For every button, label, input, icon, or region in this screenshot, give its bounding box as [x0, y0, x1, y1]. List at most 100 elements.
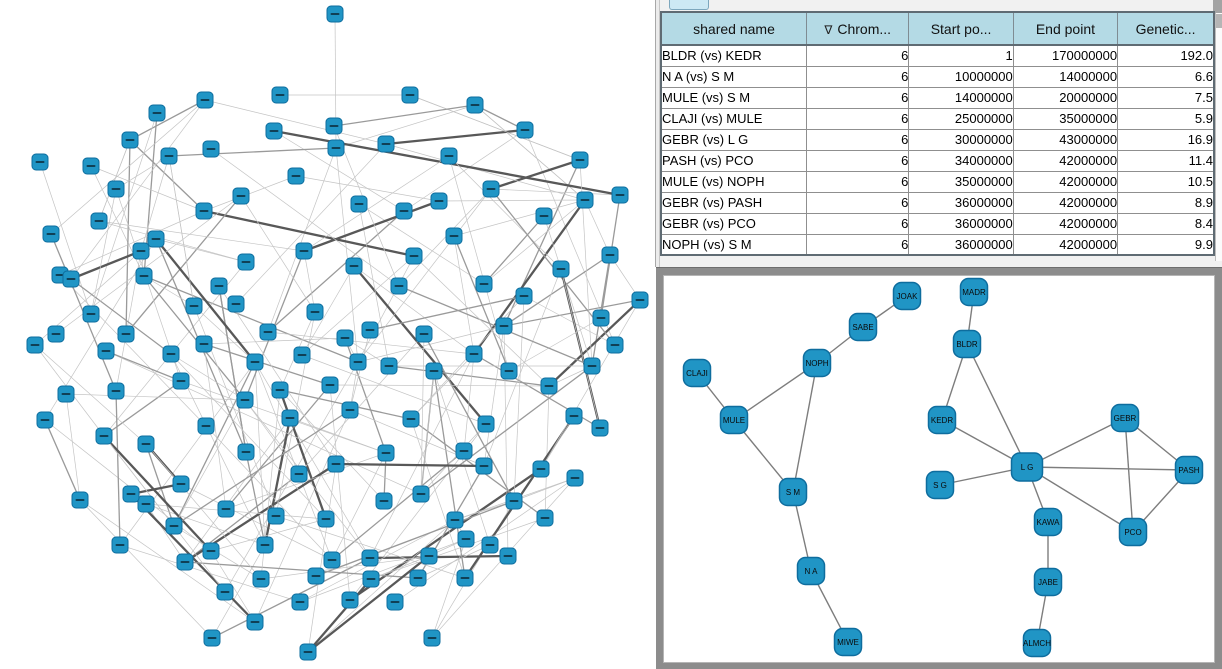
table-cell[interactable]: 6: [806, 191, 910, 214]
node-SG[interactable]: S G: [925, 470, 955, 500]
network-node[interactable]: [57, 385, 75, 403]
column-header-end-point[interactable]: End point: [1012, 11, 1119, 46]
network-node[interactable]: [271, 381, 289, 399]
network-node[interactable]: [107, 382, 125, 400]
overview-network-panel[interactable]: [0, 0, 655, 669]
network-node[interactable]: [583, 357, 601, 375]
network-node[interactable]: [325, 117, 343, 135]
node-LG[interactable]: L G: [1010, 452, 1044, 482]
network-node[interactable]: [137, 435, 155, 453]
table-cell[interactable]: 6: [806, 128, 910, 151]
network-node[interactable]: [336, 329, 354, 347]
network-node[interactable]: [147, 230, 165, 248]
table-cell[interactable]: GEBR (vs) PCO: [660, 212, 808, 235]
table-cell[interactable]: 25000000: [908, 107, 1014, 130]
table-cell[interactable]: 8.4: [1117, 212, 1215, 235]
network-node[interactable]: [423, 629, 441, 647]
network-node[interactable]: [82, 157, 100, 175]
table-scrollbar-thumb[interactable]: [1216, 14, 1222, 28]
network-node[interactable]: [445, 227, 463, 245]
network-node[interactable]: [267, 507, 285, 525]
network-node[interactable]: [172, 475, 190, 493]
network-node[interactable]: [26, 336, 44, 354]
network-node[interactable]: [291, 593, 309, 611]
detail-network-svg[interactable]: JOAK SABE NOPH CLAJI MULE S M N A MIWE MADR BLDR K…: [664, 276, 1215, 663]
table-cell[interactable]: 6: [806, 149, 910, 172]
network-node[interactable]: [566, 469, 584, 487]
table-cell[interactable]: BLDR (vs) KEDR: [660, 44, 808, 67]
network-node[interactable]: [317, 510, 335, 528]
column-header-shared-name[interactable]: shared name: [660, 11, 808, 46]
network-node[interactable]: [499, 547, 517, 565]
network-node[interactable]: [601, 246, 619, 264]
node-KEDR[interactable]: KEDR: [927, 405, 957, 435]
table-cell[interactable]: 42000000: [1012, 170, 1119, 193]
network-node[interactable]: [505, 492, 523, 510]
network-node[interactable]: [535, 207, 553, 225]
network-node[interactable]: [148, 104, 166, 122]
table-cell[interactable]: 5.9: [1117, 107, 1215, 130]
node-NOPH[interactable]: NOPH: [802, 348, 832, 378]
node-PCO[interactable]: PCO: [1118, 517, 1148, 547]
network-node[interactable]: [290, 465, 308, 483]
network-node[interactable]: [390, 277, 408, 295]
network-node[interactable]: [271, 86, 289, 104]
table-cell[interactable]: 7.5: [1117, 86, 1215, 109]
table-cell[interactable]: 14000000: [1012, 65, 1119, 88]
network-node[interactable]: [265, 122, 283, 140]
table-cell[interactable]: 10000000: [908, 65, 1014, 88]
network-node[interactable]: [293, 346, 311, 364]
network-node[interactable]: [495, 317, 513, 335]
network-node[interactable]: [402, 410, 420, 428]
network-node[interactable]: [361, 321, 379, 339]
edge-NOPH-SM[interactable]: [792, 362, 818, 493]
network-node[interactable]: [42, 225, 60, 243]
table-cell[interactable]: 6: [806, 44, 910, 67]
network-node[interactable]: [287, 167, 305, 185]
network-node[interactable]: [571, 151, 589, 169]
table-row[interactable]: CLAJI (vs) MULE 6 25000000 35000000 5.9: [660, 107, 1215, 130]
network-node[interactable]: [377, 444, 395, 462]
network-node[interactable]: [341, 591, 359, 609]
network-node[interactable]: [375, 492, 393, 510]
table-cell[interactable]: 6: [806, 212, 910, 235]
network-node[interactable]: [196, 91, 214, 109]
node-CLAJI[interactable]: CLAJI: [682, 358, 712, 388]
network-node[interactable]: [405, 247, 423, 265]
table-scrollbar[interactable]: [1215, 13, 1222, 261]
network-node[interactable]: [349, 353, 367, 371]
edge-LG-PASH[interactable]: [1026, 466, 1190, 471]
network-node[interactable]: [345, 257, 363, 275]
network-node[interactable]: [295, 242, 313, 260]
table-cell[interactable]: NOPH (vs) S M: [660, 233, 808, 256]
table-row[interactable]: GEBR (vs) PASH 6 36000000 42000000 8.9: [660, 191, 1215, 214]
node-JOAK[interactable]: JOAK: [892, 281, 922, 311]
node-ALMCH[interactable]: ALMCH: [1022, 628, 1052, 658]
network-node[interactable]: [195, 335, 213, 353]
network-node[interactable]: [232, 187, 250, 205]
network-node[interactable]: [197, 417, 215, 435]
network-node[interactable]: [195, 202, 213, 220]
node-MULE[interactable]: MULE: [719, 405, 749, 435]
table-cell[interactable]: 43000000: [1012, 128, 1119, 151]
table-row[interactable]: GEBR (vs) PCO 6 36000000 42000000 8.4: [660, 212, 1215, 235]
network-node[interactable]: [326, 5, 344, 23]
network-node[interactable]: [341, 401, 359, 419]
network-node[interactable]: [97, 342, 115, 360]
table-cell[interactable]: 8.9: [1117, 191, 1215, 214]
table-cell[interactable]: 192.0: [1117, 44, 1215, 67]
table-cell[interactable]: PASH (vs) PCO: [660, 149, 808, 172]
network-node[interactable]: [481, 536, 499, 554]
column-header-genetic---[interactable]: Genetic...: [1117, 11, 1215, 46]
network-node[interactable]: [446, 511, 464, 529]
network-node[interactable]: [380, 357, 398, 375]
network-node[interactable]: [281, 409, 299, 427]
edge-LG-PCO[interactable]: [1026, 466, 1134, 533]
table-row[interactable]: BLDR (vs) KEDR 6 1 170000000 192.0: [660, 44, 1215, 67]
table-cell[interactable]: 42000000: [1012, 233, 1119, 256]
network-node[interactable]: [377, 135, 395, 153]
network-node[interactable]: [323, 551, 341, 569]
network-node[interactable]: [71, 491, 89, 509]
edge-BLDR-LG[interactable]: [966, 343, 1028, 468]
table-cell[interactable]: 16.9: [1117, 128, 1215, 151]
